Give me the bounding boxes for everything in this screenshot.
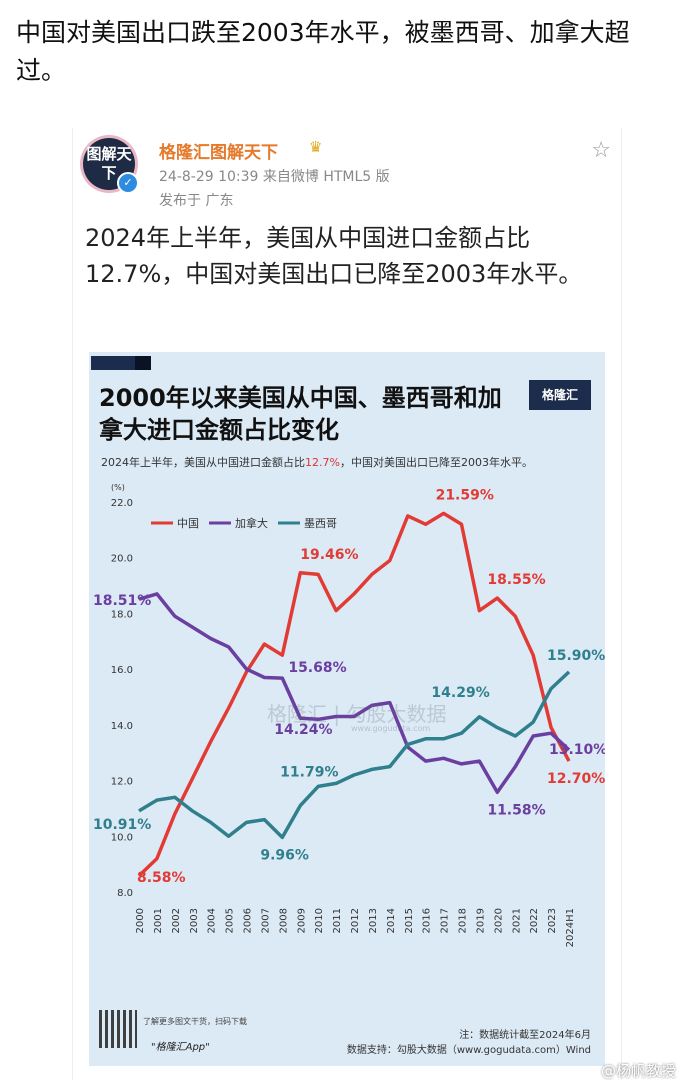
crown-icon: ♛: [309, 138, 323, 156]
x-tick-label: 2011: [332, 908, 343, 933]
data-label: 9.96%: [260, 847, 309, 863]
subtitle-pre: 2024年上半年，美国从中国进口金额占比: [101, 456, 305, 469]
x-tick-label: 2017: [440, 908, 451, 933]
verified-icon: ✓: [117, 172, 139, 194]
subtitle-highlight: 12.7%: [305, 456, 340, 469]
post-location: 发布于 广东: [159, 193, 234, 209]
series-line: [138, 670, 571, 840]
post-text: 2024年上半年，美国从中国进口金额占比12.7%，中国对美国出口已降至2003…: [85, 224, 583, 288]
avatar[interactable]: 图解天下: [83, 138, 135, 190]
x-tick-label: 2004: [207, 908, 218, 933]
data-label: 15.68%: [288, 660, 346, 676]
legend-label: 中国: [177, 517, 199, 530]
x-tick-label: 2019: [475, 908, 486, 933]
chart-subtitle: 2024年上半年，美国从中国进口金额占比12.7%，中国对美国出口已降至2003…: [101, 454, 533, 470]
data-label: 10.91%: [93, 817, 151, 833]
y-tick-label: 16.0: [111, 665, 133, 676]
x-tick-label: 2007: [260, 908, 271, 933]
x-tick-label: 2021: [511, 908, 522, 933]
card-header-bar-accent: [135, 356, 151, 370]
x-tick-label: 2013: [368, 908, 379, 933]
x-tick-label: 2008: [278, 908, 289, 933]
x-tick-label: 2005: [225, 908, 236, 933]
x-tick-label: 2015: [404, 908, 415, 933]
qr-code[interactable]: [99, 1010, 137, 1048]
author-name[interactable]: 格隆汇图解天下: [159, 143, 278, 163]
watermark-url: www.gogudata.com: [351, 724, 431, 733]
data-label: 12.70%: [547, 771, 605, 787]
data-label: 18.51%: [93, 593, 151, 609]
data-label: 14.24%: [274, 722, 332, 738]
x-tick-label: 2009: [296, 908, 307, 933]
chart-title: 2000年以来美国从中国、墨西哥和加拿大进口金额占比变化: [99, 384, 502, 444]
data-label: 18.55%: [487, 572, 545, 588]
x-tick-label: 2014: [386, 908, 397, 933]
post-meta: 24-8-29 10:39 来自微博 HTML5 版: [159, 169, 390, 185]
x-tick-label: 2001: [153, 908, 164, 933]
y-tick-label: 20.0: [111, 554, 133, 565]
y-axis-label: (%): [111, 483, 125, 492]
y-tick-label: 22.0: [111, 498, 133, 509]
x-tick-label: 2003: [189, 908, 200, 933]
x-tick-label: 2023: [547, 908, 558, 933]
y-tick-label: 14.0: [111, 721, 133, 732]
series-line: [138, 592, 571, 795]
x-tick-label: 2010: [314, 908, 325, 933]
weibo-watermark: @杨帆教授: [600, 1062, 676, 1080]
x-tick-label: 2012: [350, 908, 361, 933]
series-line: [137, 511, 571, 878]
subtitle-post: ，中国对美国出口已降至2003年水平。: [339, 456, 533, 469]
brand-logo: 格隆汇: [529, 380, 591, 410]
x-tick-label: 2002: [171, 908, 182, 933]
x-tick-label: 2006: [243, 908, 254, 933]
chart-footer: 注：数据统计截至2024年6月 数据支持：勾股大数据（www.gogudata.…: [347, 1028, 591, 1058]
data-label: 11.58%: [487, 802, 545, 818]
avatar-text: 图解天下: [86, 145, 132, 182]
star-icon[interactable]: ☆: [591, 138, 611, 163]
weibo-post: 图解天下 ✓ 格隆汇图解天下 ♛ 24-8-29 10:39 来自微博 HTML…: [72, 128, 622, 1080]
data-label: 15.90%: [547, 648, 605, 664]
line-chart: (%) 8.0 10.0 12.0 14.0 16.0 18.0 20.0 22.0 2000 20…: [93, 483, 605, 947]
x-tick-label: 2016: [422, 908, 433, 933]
data-label: 19.46%: [300, 547, 358, 563]
legend-label: 加拿大: [235, 516, 268, 530]
data-label: 13.10%: [549, 742, 605, 758]
y-tick-label: 10.0: [111, 832, 133, 843]
y-tick-label: 12.0: [111, 777, 133, 788]
infographic-card[interactable]: 2000年以来美国从中国、墨西哥和加拿大进口金额占比变化 格隆汇 2024年上半…: [89, 352, 605, 1066]
y-tick-label: 18.0: [111, 609, 133, 620]
data-label: 21.59%: [436, 487, 494, 503]
y-tick-label: 8.0: [117, 888, 133, 899]
x-tick-label: 2018: [458, 908, 469, 933]
data-label: 14.29%: [431, 685, 489, 701]
data-label: 8.58%: [137, 870, 186, 886]
watermark: 格隆汇 | 勾股大数据: [267, 702, 447, 726]
legend-label: 墨西哥: [304, 517, 337, 530]
headline-text: 中国对美国出口跌至2003年水平，被墨西哥、加拿大超过。: [16, 18, 630, 85]
chart-source: 数据支持：勾股大数据（www.gogudata.com）Wind: [346, 1045, 591, 1056]
data-label: 11.79%: [280, 764, 338, 780]
x-tick-label: 2000: [135, 908, 146, 933]
qr-app-name: "格隆汇App": [151, 1042, 210, 1053]
x-tick-label: 2024H1: [565, 908, 576, 947]
chart-note: 注：数据统计截至2024年6月: [459, 1030, 591, 1041]
x-tick-label: 2020: [493, 908, 504, 933]
qr-caption: 了解更多图文干货，扫码下载: [143, 1017, 247, 1026]
x-tick-label: 2022: [529, 908, 540, 933]
